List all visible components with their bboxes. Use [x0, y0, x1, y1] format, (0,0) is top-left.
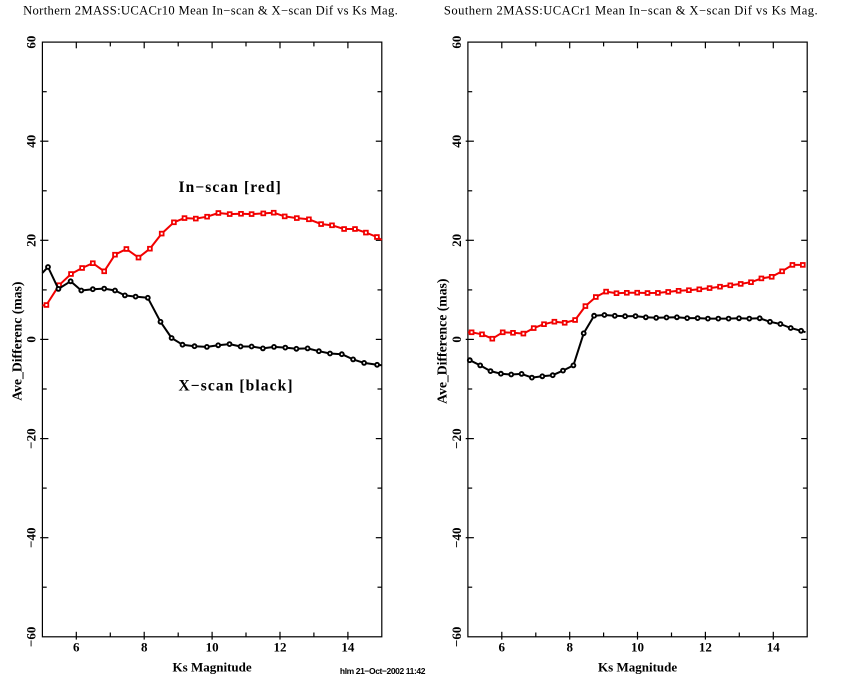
svg-text:0: 0 [449, 336, 464, 343]
svg-text:40: 40 [449, 135, 464, 148]
svg-text:Ave_Differenc (mas): Ave_Differenc (mas) [9, 282, 25, 401]
svg-text:Ks Magnitude: Ks Magnitude [598, 660, 677, 675]
svg-text:−20: −20 [449, 428, 464, 448]
svg-text:−20: −20 [24, 428, 39, 448]
svg-text:hlm 21−Oct−2002 11:42: hlm 21−Oct−2002 11:42 [340, 666, 426, 676]
svg-text:8: 8 [141, 640, 148, 655]
svg-text:40: 40 [24, 135, 39, 148]
svg-text:20: 20 [449, 234, 464, 247]
svg-text:20: 20 [24, 234, 39, 247]
svg-text:0: 0 [24, 336, 39, 343]
svg-text:10: 10 [206, 640, 219, 655]
svg-text:Southern 2MASS:UCACr1 Mean In−: Southern 2MASS:UCACr1 Mean In−scan & X−s… [444, 4, 818, 18]
svg-text:8: 8 [566, 640, 573, 655]
svg-text:X−scan [black]: X−scan [black] [179, 378, 294, 395]
svg-text:Ks Magnitude: Ks Magnitude [173, 660, 252, 675]
svg-text:−40: −40 [449, 527, 464, 547]
svg-text:Ave_Difference (mas): Ave_Difference (mas) [434, 279, 450, 404]
svg-text:14: 14 [767, 640, 781, 655]
svg-text:6: 6 [73, 640, 80, 655]
svg-text:14: 14 [341, 640, 355, 655]
svg-text:In−scan [red]: In−scan [red] [179, 179, 282, 196]
svg-text:60: 60 [24, 36, 39, 49]
svg-text:−60: −60 [24, 627, 39, 647]
svg-text:−40: −40 [24, 527, 39, 547]
svg-text:6: 6 [499, 640, 506, 655]
svg-text:60: 60 [449, 36, 464, 49]
svg-text:12: 12 [699, 640, 712, 655]
svg-text:12: 12 [274, 640, 287, 655]
svg-text:−60: −60 [449, 627, 464, 647]
svg-text:Northern 2MASS:UCACr10 Mean In: Northern 2MASS:UCACr10 Mean In−scan & X−… [23, 4, 398, 18]
svg-text:10: 10 [631, 640, 644, 655]
